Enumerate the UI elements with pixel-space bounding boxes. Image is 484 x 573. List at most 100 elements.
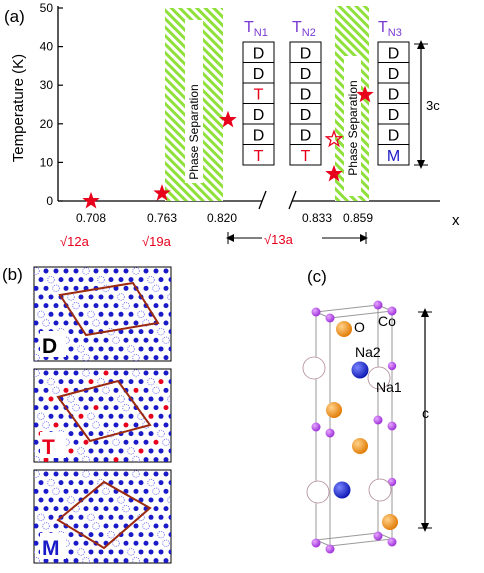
na-atom (83, 337, 89, 343)
o-atom (326, 402, 342, 418)
vacancy-site (162, 539, 170, 547)
vacancy-site (47, 479, 55, 487)
na-atom (168, 448, 171, 454)
na-atom (153, 337, 159, 343)
na-atom (153, 506, 159, 512)
na-atom (38, 379, 44, 385)
stack-cell (289, 144, 322, 166)
na-atom (73, 285, 79, 291)
na-atom (128, 294, 134, 300)
stack-cell (242, 144, 275, 166)
vacancy-site (82, 369, 90, 377)
na-atom (103, 457, 109, 462)
na-atom (88, 480, 94, 486)
co-atom (373, 415, 383, 425)
na-atom (34, 387, 39, 393)
na-atom (24, 372, 29, 377)
vacancy-site (97, 276, 105, 284)
na-atom (24, 472, 29, 477)
vacancy-site (112, 336, 120, 344)
na-atom (69, 567, 74, 572)
na-atom (139, 364, 144, 369)
na-atom (123, 488, 129, 494)
vacancy-site (82, 267, 90, 275)
vacancy-site (162, 336, 170, 344)
na-atom (143, 558, 149, 563)
na-atom (169, 362, 174, 367)
supercell-outline (56, 480, 152, 550)
stack-letter: D (388, 46, 400, 63)
na-atom (139, 463, 144, 468)
na-atom (83, 540, 89, 546)
na-atom (108, 294, 114, 300)
na-atom (98, 549, 104, 555)
na-atom (69, 463, 74, 468)
na-atom (73, 457, 79, 462)
vacancy-site (28, 361, 35, 368)
na-atom (63, 457, 69, 462)
cell-label-19a: √19a (142, 234, 172, 249)
na-atom (89, 364, 94, 369)
stack-letter: D (388, 128, 400, 145)
na-atom (34, 422, 39, 428)
na-atom (103, 320, 109, 326)
structure-label: M (42, 537, 60, 560)
na-atom (158, 413, 164, 419)
na-atom (63, 285, 69, 291)
na-atom (148, 396, 154, 402)
na-atom (174, 440, 179, 445)
vacancy-site (23, 505, 30, 512)
na-atom (29, 515, 34, 520)
na-atom (143, 405, 149, 411)
na-atom (128, 277, 134, 283)
co-atom (325, 313, 335, 323)
na-atom (143, 355, 149, 361)
vacancy-site (117, 293, 125, 301)
na-atom (113, 355, 119, 361)
na-atom (179, 414, 184, 419)
na-atom (108, 311, 114, 317)
na-atom (24, 338, 29, 343)
vacancy-site (162, 438, 170, 446)
atoms (302, 300, 398, 554)
na-atom (113, 558, 119, 563)
na-atom (174, 422, 179, 427)
na-atom (128, 514, 134, 520)
na-atom (103, 405, 109, 411)
na-atom (179, 329, 184, 334)
na-atom (53, 405, 59, 411)
na-atom (148, 346, 154, 352)
vacancy-site (178, 448, 185, 455)
na-atom (148, 532, 154, 538)
na-atom (108, 497, 114, 503)
na-atom (158, 346, 164, 352)
vacancy-site (82, 556, 90, 563)
c-axis-label: c (422, 405, 429, 421)
na-atom (98, 294, 104, 300)
stack-letter: D (300, 66, 312, 83)
na-atom (149, 260, 154, 265)
stack-letter: D (300, 46, 312, 63)
na-atom (128, 532, 134, 538)
na-atom (174, 320, 179, 325)
na-atom (163, 320, 169, 326)
na-atom (119, 260, 124, 265)
na-atom (123, 558, 129, 563)
na-atom (48, 514, 54, 520)
na-atom (34, 303, 39, 309)
na-atom (129, 364, 134, 369)
na-atom (98, 413, 104, 419)
na-atom (73, 488, 79, 494)
na-atom (123, 268, 129, 274)
co-atom (387, 421, 397, 431)
na-atom (148, 514, 154, 520)
vacancy-site (132, 353, 140, 361)
na-atom (24, 440, 29, 445)
na-atom (83, 405, 89, 411)
vacancy-site (148, 566, 155, 573)
vacancy-site (132, 470, 140, 478)
na-atom (153, 558, 159, 563)
na-atom (163, 523, 169, 529)
na-atom (68, 329, 74, 335)
na-atom (29, 277, 34, 282)
